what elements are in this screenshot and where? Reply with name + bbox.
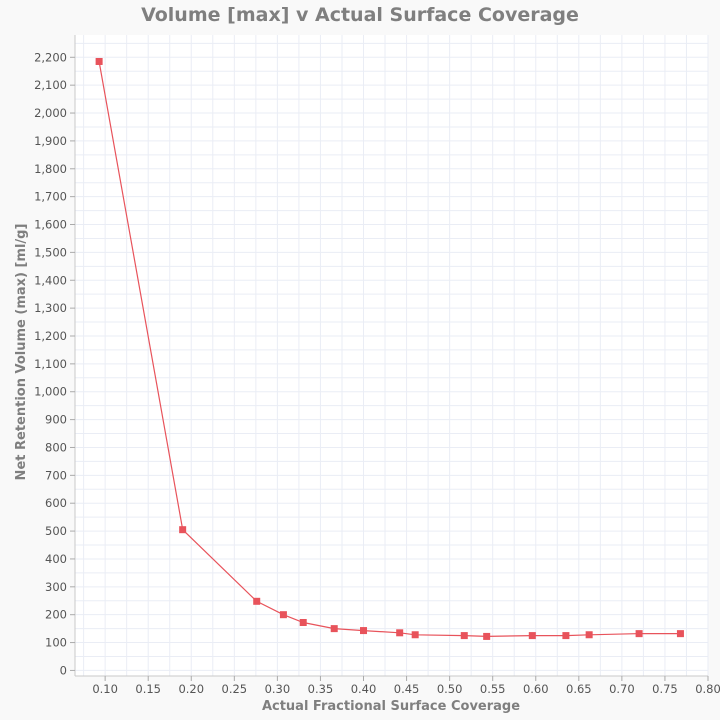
x-tick-label: 0.50 xyxy=(437,682,463,696)
data-point[interactable] xyxy=(676,630,684,638)
x-tick-label: 0.65 xyxy=(566,682,592,696)
series-line xyxy=(98,61,681,638)
y-tick-label: 1,800 xyxy=(34,162,67,176)
series xyxy=(95,57,684,640)
data-point[interactable] xyxy=(330,625,338,633)
y-tick-label: 700 xyxy=(45,468,67,482)
data-point[interactable] xyxy=(253,597,261,605)
y-axis-label: Net Retention Volume (max) [ml/g] xyxy=(14,224,29,481)
y-tick-label: 1,300 xyxy=(34,301,67,315)
data-point[interactable] xyxy=(483,632,491,640)
data-point[interactable] xyxy=(95,57,103,65)
y-tick-label: 1,200 xyxy=(34,329,67,343)
y-tick-label: 400 xyxy=(45,552,67,566)
y-tick-label: 2,100 xyxy=(34,78,67,92)
data-point[interactable] xyxy=(279,611,287,619)
x-tick-label: 0.35 xyxy=(308,682,334,696)
y-tick-label: 0 xyxy=(60,663,67,677)
y-tick-label: 1,600 xyxy=(34,218,67,232)
y-tick-label: 600 xyxy=(45,496,67,510)
y-tick-label: 100 xyxy=(45,636,67,650)
x-tick-label: 0.70 xyxy=(609,682,635,696)
data-point[interactable] xyxy=(360,627,368,635)
x-tick-label: 0.45 xyxy=(394,682,420,696)
x-tick-label: 0.55 xyxy=(480,682,506,696)
x-tick-label: 0.10 xyxy=(92,682,118,696)
x-tick-label: 0.80 xyxy=(695,682,720,696)
data-point[interactable] xyxy=(528,632,536,640)
y-tick-label: 1,900 xyxy=(34,134,67,148)
data-point[interactable] xyxy=(299,618,307,626)
y-tick-label: 800 xyxy=(45,440,67,454)
data-point[interactable] xyxy=(585,631,593,639)
data-point[interactable] xyxy=(460,632,468,640)
x-tick-label: 0.40 xyxy=(351,682,377,696)
x-tick-label: 0.15 xyxy=(135,682,161,696)
x-axis-ticks: 0.10 0.15 0.20 0.25 0.30 0.35 0.40 0.45 0.50 0.55… xyxy=(92,676,720,696)
y-tick-label: 2,200 xyxy=(34,50,67,64)
plot-area xyxy=(75,35,708,676)
y-tick-label: 1,500 xyxy=(34,245,67,259)
x-tick-label: 0.75 xyxy=(652,682,678,696)
y-tick-label: 2,000 xyxy=(34,106,67,120)
y-tick-label: 900 xyxy=(45,413,67,427)
y-tick-label: 1,100 xyxy=(34,357,67,371)
y-tick-label: 500 xyxy=(45,524,67,538)
grid xyxy=(75,35,709,676)
data-point[interactable] xyxy=(396,629,404,637)
y-tick-label: 1,000 xyxy=(34,385,67,399)
x-tick-label: 0.30 xyxy=(265,682,291,696)
data-point[interactable] xyxy=(562,632,570,640)
y-tick-label: 1,700 xyxy=(34,190,67,204)
axes xyxy=(74,35,708,677)
y-tick-label: 1,400 xyxy=(34,273,67,287)
x-tick-label: 0.25 xyxy=(222,682,248,696)
x-axis-label: Actual Fractional Surface Coverage xyxy=(262,699,520,714)
y-tick-label: 200 xyxy=(45,608,67,622)
chart-title: Volume [max] v Actual Surface Coverage xyxy=(141,4,579,26)
y-tick-label: 300 xyxy=(45,580,67,594)
data-point[interactable] xyxy=(635,630,643,638)
data-point[interactable] xyxy=(179,526,187,534)
x-tick-label: 0.20 xyxy=(178,682,204,696)
data-point[interactable] xyxy=(411,631,419,639)
y-axis-ticks: 0 100 200 300 400 500 600 700 800 900 1,000 1,100 1,… xyxy=(34,50,75,677)
x-tick-label: 0.60 xyxy=(523,682,549,696)
